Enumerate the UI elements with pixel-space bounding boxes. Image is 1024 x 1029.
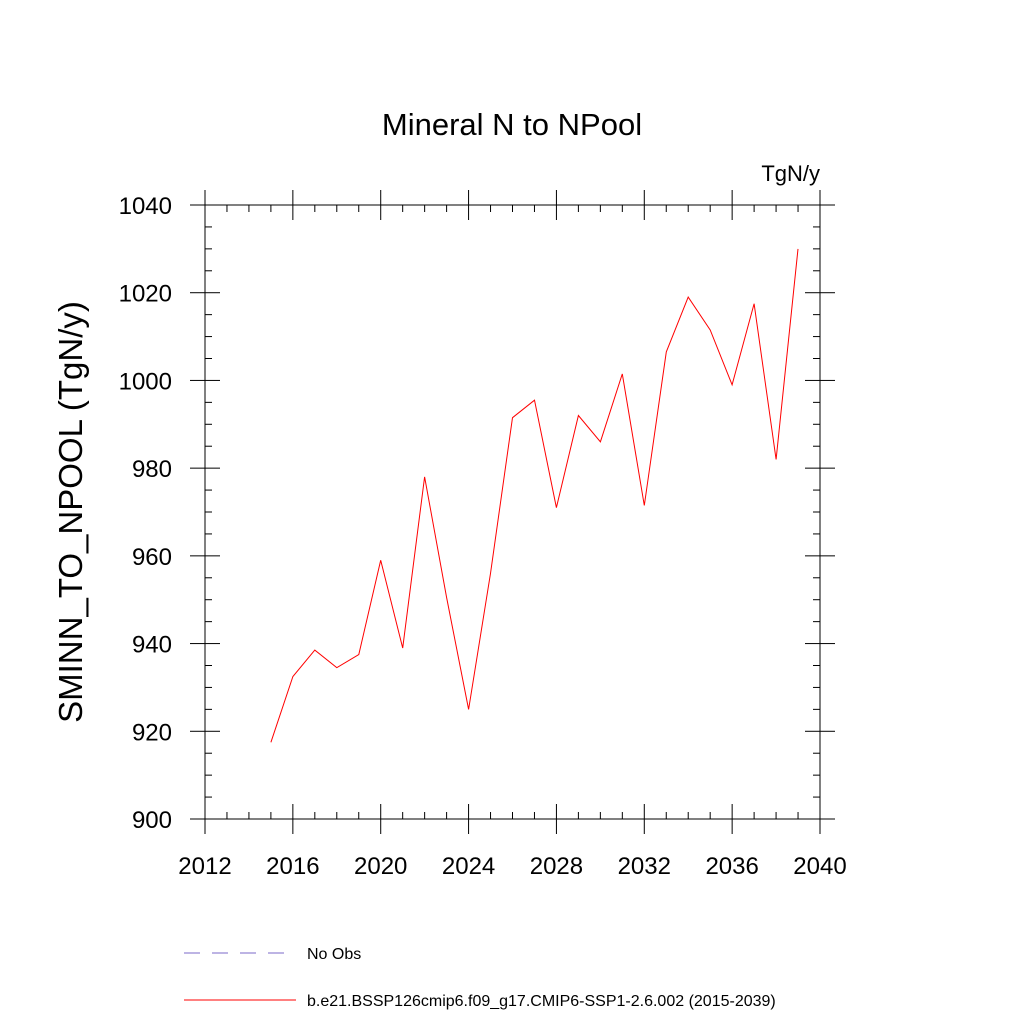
y-axis: 900 920 940 960 980 1000 1020 1040 <box>119 193 835 834</box>
x-tick-label: 2040 <box>793 853 846 880</box>
y-tick-label: 900 <box>132 807 172 834</box>
x-tick-label: 2028 <box>530 853 583 880</box>
legend-label: No Obs <box>307 946 361 963</box>
data-point <box>467 707 471 711</box>
data-point <box>489 571 493 575</box>
data-point <box>511 416 515 420</box>
data-point <box>379 558 383 562</box>
data-point <box>291 674 295 678</box>
y-tick-label: 1000 <box>119 368 172 395</box>
data-point <box>708 328 712 332</box>
data-point <box>554 506 558 510</box>
data-point <box>423 475 427 479</box>
x-tick-label: 2012 <box>178 853 231 880</box>
y-tick-label: 960 <box>132 544 172 571</box>
y-tick-label: 1040 <box>119 193 172 220</box>
units-label: TgN/y <box>761 161 820 186</box>
x-axis: 2012 2016 2020 2024 2028 2032 2036 2040 <box>178 190 847 880</box>
data-point <box>620 372 624 376</box>
data-point <box>335 666 339 670</box>
x-tick-label: 2024 <box>442 853 495 880</box>
legend: No Obs b.e21.BSSP126cmip6.f09_g17.CMIP6-S… <box>184 946 776 1010</box>
plot-frame <box>204 204 821 820</box>
data-point <box>357 653 361 657</box>
y-tick-label: 1020 <box>119 281 172 308</box>
data-point <box>752 302 756 306</box>
series-layer <box>269 247 800 744</box>
data-point <box>796 247 800 251</box>
data-point <box>642 503 646 507</box>
data-point <box>532 398 536 402</box>
x-tick-label: 2032 <box>618 853 671 880</box>
y-tick-label: 920 <box>132 719 172 746</box>
data-point <box>269 740 273 744</box>
series-line <box>270 248 799 743</box>
data-point <box>401 646 405 650</box>
x-tick-label: 2020 <box>354 853 407 880</box>
x-tick-label: 2016 <box>266 853 319 880</box>
data-point <box>576 414 580 418</box>
data-point <box>313 648 317 652</box>
legend-label: b.e21.BSSP126cmip6.f09_g17.CMIP6-SSP1-2.… <box>307 993 776 1010</box>
data-point <box>774 457 778 461</box>
data-point <box>686 295 690 299</box>
data-point <box>598 440 602 444</box>
y-tick-label: 980 <box>132 456 172 483</box>
y-axis-label: SMINN_TO_NPOOL (TgN/y) <box>52 301 89 723</box>
data-point <box>730 383 734 387</box>
data-point <box>445 596 449 600</box>
chart-title: Mineral N to NPool <box>382 107 642 142</box>
data-point <box>664 350 668 354</box>
y-tick-label: 940 <box>132 632 172 659</box>
x-tick-label: 2036 <box>705 853 758 880</box>
